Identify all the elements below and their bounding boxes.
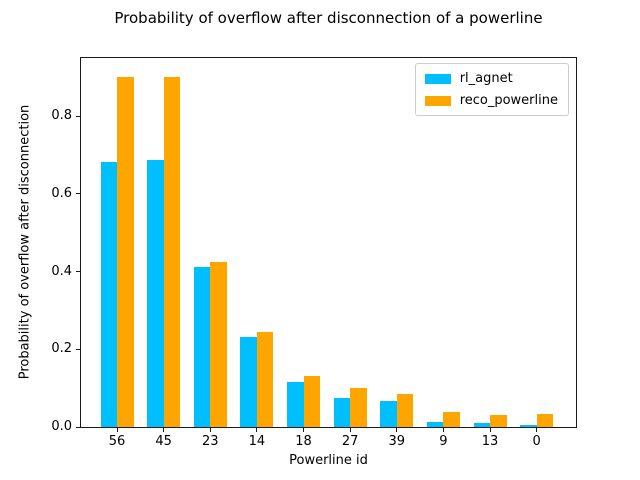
legend-entry-reco-powerline: reco_powerline bbox=[424, 93, 558, 108]
bar-rl_agnet-0 bbox=[520, 425, 537, 427]
y-tick-mark bbox=[76, 193, 80, 195]
bar-reco_powerline-23 bbox=[210, 261, 227, 427]
x-tick-label: 14 bbox=[248, 434, 266, 449]
bar-rl_agnet-14 bbox=[240, 336, 257, 427]
chart-title: Probability of overflow after disconnect… bbox=[114, 9, 543, 27]
bar-reco_powerline-39 bbox=[396, 393, 414, 427]
bar-rl_agnet-18 bbox=[287, 381, 304, 427]
x-tick-label: 56 bbox=[108, 434, 126, 449]
legend-swatch-rl-agnet bbox=[424, 73, 451, 84]
legend-label-reco-powerline: reco_powerline bbox=[459, 93, 558, 108]
legend-entry-rl-agnet: rl_agnet bbox=[424, 71, 558, 86]
bar-rl_agnet-9 bbox=[426, 422, 444, 427]
x-tick-mark bbox=[489, 428, 491, 432]
x-tick-mark bbox=[116, 428, 118, 432]
y-tick-label: 0.2 bbox=[51, 341, 72, 357]
bar-reco_powerline-56 bbox=[117, 76, 134, 427]
x-tick-mark bbox=[442, 428, 444, 432]
bar-rl_agnet-27 bbox=[333, 397, 351, 427]
y-axis-label: Probability of overflow after disconnect… bbox=[17, 104, 33, 380]
y-tick-label: 0.0 bbox=[51, 419, 72, 434]
bar-reco_powerline-14 bbox=[256, 331, 274, 427]
bar-reco_powerline-9 bbox=[443, 412, 460, 427]
bar-rl_agnet-39 bbox=[380, 401, 397, 427]
bar-reco_powerline-45 bbox=[163, 77, 181, 427]
x-tick-label: 27 bbox=[341, 434, 359, 449]
bar-reco_powerline-18 bbox=[303, 375, 321, 427]
x-tick-mark bbox=[256, 428, 258, 432]
bar-rl_agnet-45 bbox=[147, 160, 164, 427]
x-tick-label: 18 bbox=[295, 434, 312, 449]
x-tick-label: 45 bbox=[155, 434, 172, 449]
x-tick-mark bbox=[349, 428, 351, 432]
x-tick-label: 9 bbox=[439, 434, 448, 449]
legend-label-rl-agnet: rl_agnet bbox=[459, 71, 513, 86]
x-tick-mark bbox=[536, 428, 538, 432]
bars-container: 0.0 0.2 0.4 0.6 0.8 56 45 23 14 18 27 39 9 13 0 bbox=[51, 58, 576, 449]
bar-reco_powerline-27 bbox=[350, 388, 367, 427]
x-axis-label: Powerline id bbox=[289, 453, 368, 468]
x-tick-mark bbox=[396, 428, 398, 432]
bar-rl_agnet-23 bbox=[193, 266, 211, 427]
y-tick-mark bbox=[76, 426, 80, 428]
x-tick-label: 23 bbox=[201, 434, 219, 449]
y-tick-mark bbox=[76, 348, 80, 350]
plot-area: 0.0 0.2 0.4 0.6 0.8 56 45 23 14 18 27 39 9 13 0 rl_agn… bbox=[51, 57, 577, 449]
y-tick-label: 0.4 bbox=[51, 263, 72, 279]
x-tick-label: 0 bbox=[532, 434, 541, 449]
x-tick-mark bbox=[209, 428, 211, 432]
x-tick-mark bbox=[163, 428, 165, 432]
bar-rl_agnet-13 bbox=[473, 422, 491, 427]
legend: rl_agnet reco_powerline bbox=[414, 63, 569, 116]
x-tick-label: 39 bbox=[388, 434, 406, 449]
y-tick-label: 0.6 bbox=[51, 185, 72, 201]
bar-rl_agnet-56 bbox=[100, 162, 117, 427]
y-tick-mark bbox=[76, 115, 80, 117]
legend-swatch-reco-powerline bbox=[424, 95, 451, 106]
y-tick-label: 0.8 bbox=[51, 108, 72, 124]
x-tick-mark bbox=[303, 428, 305, 432]
y-tick-mark bbox=[76, 271, 80, 273]
x-tick-label: 13 bbox=[481, 434, 499, 449]
bar-reco_powerline-0 bbox=[536, 414, 554, 427]
bar-reco_powerline-13 bbox=[490, 415, 507, 427]
